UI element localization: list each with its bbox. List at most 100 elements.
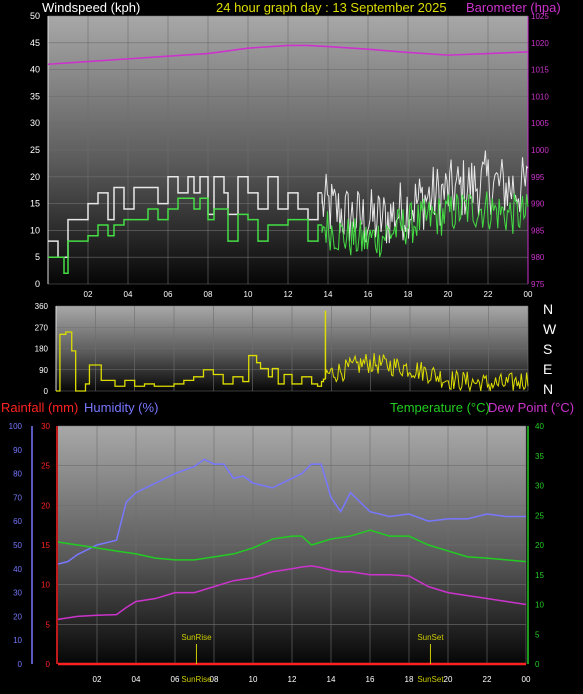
humidity-tick-label: 50 <box>13 541 22 550</box>
temperature-tick-label: 30 <box>535 482 544 491</box>
y2-tick-label: 990 <box>531 200 545 209</box>
x-tick-label: 04 <box>132 675 141 684</box>
y-tick-label: 360 <box>35 302 49 311</box>
x-tick-label: 06 <box>164 290 173 299</box>
x-tick-label: 14 <box>324 290 333 299</box>
series-barometer-line <box>47 44 529 66</box>
x-tick-label: 20 <box>444 290 453 299</box>
x-tick-label: 02 <box>93 675 102 684</box>
humidity-tick-label: 30 <box>13 589 22 598</box>
x-tick-label: 16 <box>366 675 375 684</box>
chart-title: 24 hour graph day : 13 September 2025 <box>216 0 447 15</box>
y2-tick-label: 1010 <box>531 92 549 101</box>
y-tick-label: 25 <box>30 145 40 155</box>
compass-label-south: S <box>543 341 553 357</box>
wind-axis-title: Windspeed (kph) <box>42 0 141 15</box>
x-tick-label: 12 <box>284 290 293 299</box>
x-tick-label: 14 <box>327 675 336 684</box>
y-tick-label: 0 <box>35 279 40 289</box>
compass-label-east: E <box>543 361 553 377</box>
y-tick-label: 5 <box>35 252 40 262</box>
x-tick-label: 22 <box>484 290 493 299</box>
y-tick-label: 10 <box>30 225 40 235</box>
y2-tick-label: 980 <box>531 253 545 262</box>
barometer-axis-title: Barometer (hpa) <box>466 0 561 15</box>
temperature-tick-label: 20 <box>535 541 544 550</box>
humidity-tick-label: 70 <box>13 493 22 502</box>
rainfall-tick-label: 25 <box>41 462 50 471</box>
y2-tick-label: 1025 <box>531 12 549 21</box>
rainfall-tick-label: 30 <box>41 422 50 431</box>
series-direction-line <box>56 331 326 392</box>
temperature-tick-label: 40 <box>535 422 544 431</box>
y-tick-label: 40 <box>30 65 40 75</box>
annotation-axis-sunrise: SunRise <box>181 675 212 684</box>
x-tick-label: 00 <box>522 675 531 684</box>
temperature-axis-title: Temperature (°C) <box>390 400 490 415</box>
annotation-sunrise: SunRise <box>181 633 212 642</box>
humidity-tick-label: 0 <box>18 660 23 669</box>
y-tick-label: 0 <box>44 387 49 396</box>
y2-tick-label: 995 <box>531 173 545 182</box>
rainfall-tick-label: 15 <box>41 541 50 550</box>
rainfall-tick-label: 0 <box>46 660 51 669</box>
temperature-tick-label: 35 <box>535 452 544 461</box>
x-tick-label: 10 <box>244 290 253 299</box>
compass-label-north-top: N <box>543 301 554 317</box>
series-windspeed-line <box>48 197 322 275</box>
humidity-tick-label: 60 <box>13 517 22 526</box>
y2-tick-label: 975 <box>531 280 545 289</box>
y2-tick-label: 1015 <box>531 66 549 75</box>
y-tick-label: 45 <box>30 38 40 48</box>
y-tick-label: 15 <box>30 199 40 209</box>
x-tick-label: 20 <box>444 675 453 684</box>
x-tick-label: 00 <box>524 290 533 299</box>
series-gust-line <box>48 176 322 258</box>
y2-tick-label: 1000 <box>531 146 549 155</box>
x-tick-label: 18 <box>405 675 414 684</box>
series-temperature-line <box>57 529 527 563</box>
humidity-tick-label: 20 <box>13 612 22 621</box>
temperature-tick-label: 10 <box>535 601 544 610</box>
x-tick-label: 18 <box>404 290 413 299</box>
series-windspeed-noisy <box>321 191 529 258</box>
dewpoint-axis-title: Dew Point (°C) <box>488 400 575 415</box>
y-tick-label: 20 <box>30 172 40 182</box>
y-tick-label: 270 <box>35 323 49 332</box>
x-tick-label: 12 <box>288 675 297 684</box>
annotation-axis-sunset: SunSet <box>417 675 444 684</box>
y-tick-label: 180 <box>35 345 49 354</box>
temperature-tick-label: 0 <box>535 660 540 669</box>
y2-tick-label: 1005 <box>531 119 549 128</box>
humidity-axis-title: Humidity (%) <box>84 400 159 415</box>
temperature-tick-label: 5 <box>535 630 540 639</box>
compass-label-west: W <box>543 321 557 337</box>
humidity-tick-label: 100 <box>9 422 23 431</box>
temperature-tick-label: 15 <box>535 571 544 580</box>
y-tick-label: 30 <box>30 118 40 128</box>
annotation-sunset: SunSet <box>417 633 444 642</box>
rainfall-tick-label: 5 <box>46 620 51 629</box>
y-tick-label: 90 <box>39 366 48 375</box>
series-dewpoint-line <box>57 565 527 621</box>
rainfall-tick-label: 10 <box>41 581 50 590</box>
series-humidity-line <box>57 458 526 565</box>
y-tick-label: 50 <box>30 11 40 21</box>
y2-tick-label: 1020 <box>531 39 549 48</box>
x-tick-label: 02 <box>84 290 93 299</box>
rainfall-tick-label: 20 <box>41 501 50 510</box>
x-tick-label: 22 <box>483 675 492 684</box>
x-tick-label: 04 <box>124 290 133 299</box>
compass-label-north-bottom: N <box>543 381 554 397</box>
x-tick-label: 08 <box>204 290 213 299</box>
x-tick-label: 16 <box>364 290 373 299</box>
y-tick-label: 35 <box>30 91 40 101</box>
humidity-tick-label: 90 <box>13 446 22 455</box>
x-tick-label: 06 <box>171 675 180 684</box>
x-tick-label: 10 <box>249 675 258 684</box>
humidity-tick-label: 40 <box>13 565 22 574</box>
x-tick-label: 08 <box>210 675 219 684</box>
humidity-tick-label: 80 <box>13 470 22 479</box>
series-direction-noisy <box>324 353 529 393</box>
temperature-tick-label: 25 <box>535 511 544 520</box>
